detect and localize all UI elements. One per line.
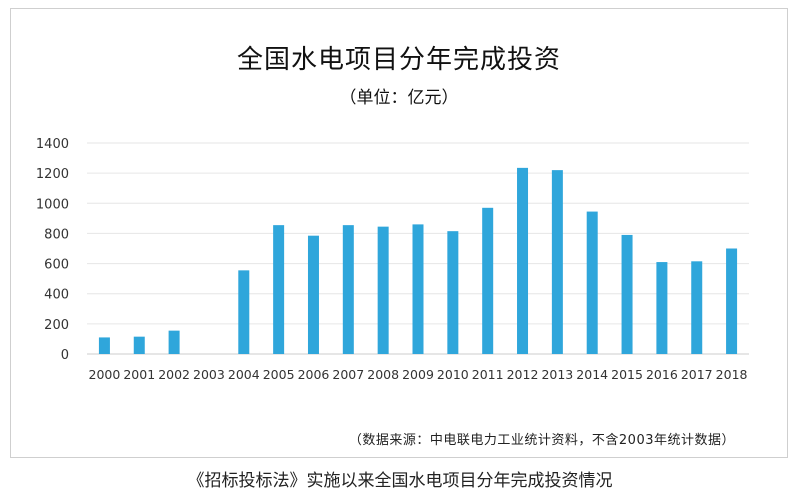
bar bbox=[621, 234, 633, 354]
x-tick-label: 2009 bbox=[402, 367, 434, 382]
bar bbox=[447, 231, 459, 354]
x-tick-label: 2008 bbox=[367, 367, 399, 382]
bar bbox=[133, 336, 145, 354]
bar bbox=[586, 211, 598, 354]
x-tick-label: 2000 bbox=[89, 367, 121, 382]
bar bbox=[238, 270, 250, 354]
y-tick-label: 1200 bbox=[36, 167, 69, 182]
x-tick-label: 2002 bbox=[158, 367, 190, 382]
y-tick-label: 1000 bbox=[36, 197, 69, 212]
bar bbox=[691, 261, 703, 354]
y-tick-label: 1400 bbox=[36, 137, 69, 152]
bar bbox=[307, 235, 319, 354]
x-tick-label: 2016 bbox=[646, 367, 678, 382]
x-tick-label: 2006 bbox=[298, 367, 330, 382]
bar bbox=[342, 225, 354, 354]
bar bbox=[273, 225, 285, 354]
x-tick-label: 2005 bbox=[263, 367, 295, 382]
bar bbox=[656, 262, 668, 354]
x-tick-label: 2007 bbox=[332, 367, 364, 382]
x-tick-label: 2015 bbox=[611, 367, 643, 382]
bar bbox=[412, 224, 424, 354]
x-tick-label: 2014 bbox=[576, 367, 608, 382]
x-tick-label: 2012 bbox=[507, 367, 539, 382]
y-tick-label: 200 bbox=[44, 318, 69, 333]
x-tick-label: 2004 bbox=[228, 367, 260, 382]
chart-subtitle: （单位：亿元） bbox=[339, 88, 459, 108]
y-tick-label: 600 bbox=[44, 258, 69, 273]
x-tick-label: 2011 bbox=[472, 367, 504, 382]
bar bbox=[377, 226, 389, 354]
x-tick-label: 2013 bbox=[541, 367, 573, 382]
figure-caption: 《招标投标法》实施以来全国水电项目分年完成投资情况 bbox=[187, 471, 613, 491]
bar bbox=[98, 337, 110, 354]
x-tick-label: 2010 bbox=[437, 367, 469, 382]
y-tick-label: 0 bbox=[61, 348, 69, 363]
x-tick-label: 2001 bbox=[123, 367, 155, 382]
bar bbox=[726, 248, 738, 354]
chart-title: 全国水电项目分年完成投资 bbox=[236, 45, 561, 75]
chart-frame: 全国水电项目分年完成投资 （单位：亿元） 0 200 400 600 800 1000 12… bbox=[10, 8, 788, 458]
bar bbox=[517, 167, 529, 354]
x-tick-label: 2018 bbox=[716, 367, 748, 382]
y-tick-label: 400 bbox=[44, 288, 69, 303]
bar bbox=[168, 330, 180, 354]
bar bbox=[551, 170, 563, 354]
data-source-note: （数据来源：中电联电力工业统计资料，不含2003年统计数据） bbox=[348, 433, 735, 448]
x-tick-label: 2003 bbox=[193, 367, 225, 382]
x-tick-label: 2017 bbox=[681, 367, 713, 382]
bar bbox=[482, 207, 494, 354]
y-tick-label: 800 bbox=[44, 227, 69, 242]
